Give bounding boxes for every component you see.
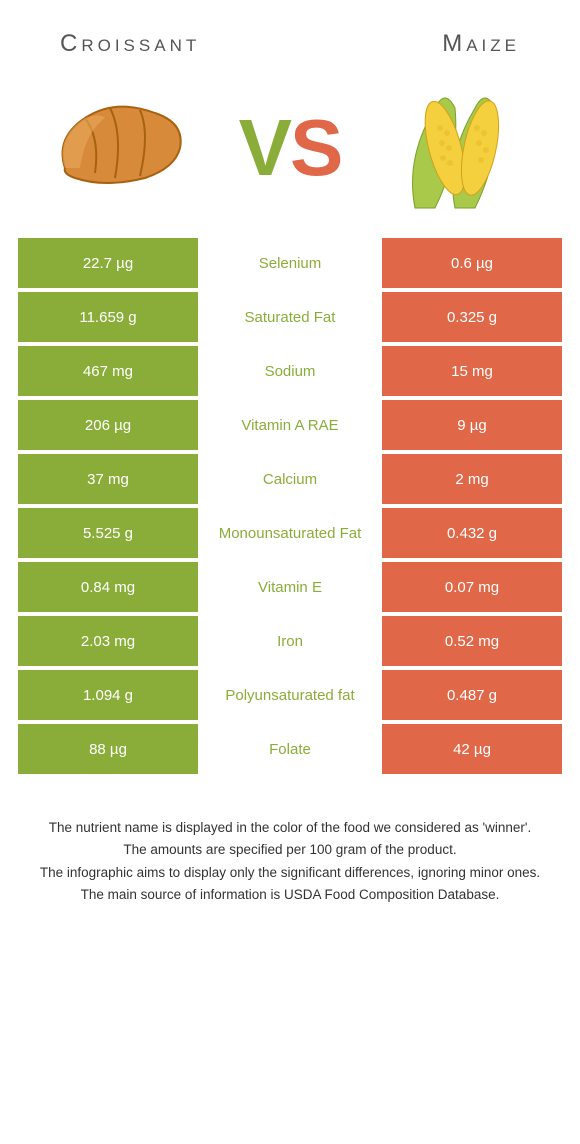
right-value: 0.07 mg	[382, 562, 562, 612]
right-value: 0.487 g	[382, 670, 562, 720]
table-row: 0.84 mgVitamin E0.07 mg	[18, 562, 562, 612]
nutrient-label: Polyunsaturated fat	[198, 670, 382, 720]
left-value: 1.094 g	[18, 670, 198, 720]
right-value: 0.325 g	[382, 292, 562, 342]
right-value: 0.52 mg	[382, 616, 562, 666]
right-value: 9 µg	[382, 400, 562, 450]
left-value: 467 mg	[18, 346, 198, 396]
right-food-title: Maize	[442, 30, 520, 58]
vs-s: S	[290, 103, 341, 192]
left-value: 2.03 mg	[18, 616, 198, 666]
footnote-line: The amounts are specified per 100 gram o…	[30, 840, 550, 860]
left-value: 206 µg	[18, 400, 198, 450]
right-value: 42 µg	[382, 724, 562, 774]
right-value: 0.432 g	[382, 508, 562, 558]
footnote-line: The nutrient name is displayed in the co…	[30, 818, 550, 838]
nutrient-label: Saturated Fat	[198, 292, 382, 342]
nutrient-label: Vitamin E	[198, 562, 382, 612]
table-row: 22.7 µgSelenium0.6 µg	[18, 238, 562, 288]
right-value: 15 mg	[382, 346, 562, 396]
vs-v: V	[239, 103, 290, 192]
nutrient-label: Calcium	[198, 454, 382, 504]
footnotes: The nutrient name is displayed in the co…	[0, 778, 580, 927]
table-row: 5.525 gMonounsaturated Fat0.432 g	[18, 508, 562, 558]
right-value: 2 mg	[382, 454, 562, 504]
table-row: 88 µgFolate42 µg	[18, 724, 562, 774]
table-row: 1.094 gPolyunsaturated fat0.487 g	[18, 670, 562, 720]
left-value: 37 mg	[18, 454, 198, 504]
nutrient-label: Monounsaturated Fat	[198, 508, 382, 558]
vs-label: VS	[239, 102, 342, 194]
nutrient-label: Vitamin A RAE	[198, 400, 382, 450]
table-row: 206 µgVitamin A RAE9 µg	[18, 400, 562, 450]
left-value: 11.659 g	[18, 292, 198, 342]
left-value: 5.525 g	[18, 508, 198, 558]
right-value: 0.6 µg	[382, 238, 562, 288]
footnote-line: The infographic aims to display only the…	[30, 863, 550, 883]
table-row: 37 mgCalcium2 mg	[18, 454, 562, 504]
left-food-title: Croissant	[60, 30, 200, 58]
footnote-line: The main source of information is USDA F…	[30, 885, 550, 905]
nutrient-table: 22.7 µgSelenium0.6 µg11.659 gSaturated F…	[0, 238, 580, 774]
header: Croissant Maize	[0, 0, 580, 68]
nutrient-label: Folate	[198, 724, 382, 774]
left-value: 0.84 mg	[18, 562, 198, 612]
left-value: 88 µg	[18, 724, 198, 774]
table-row: 11.659 gSaturated Fat0.325 g	[18, 292, 562, 342]
images-row: VS	[0, 68, 580, 238]
maize-image	[380, 78, 540, 218]
left-value: 22.7 µg	[18, 238, 198, 288]
table-row: 2.03 mgIron0.52 mg	[18, 616, 562, 666]
croissant-image	[40, 78, 200, 218]
nutrient-label: Sodium	[198, 346, 382, 396]
table-row: 467 mgSodium15 mg	[18, 346, 562, 396]
nutrient-label: Iron	[198, 616, 382, 666]
nutrient-label: Selenium	[198, 238, 382, 288]
